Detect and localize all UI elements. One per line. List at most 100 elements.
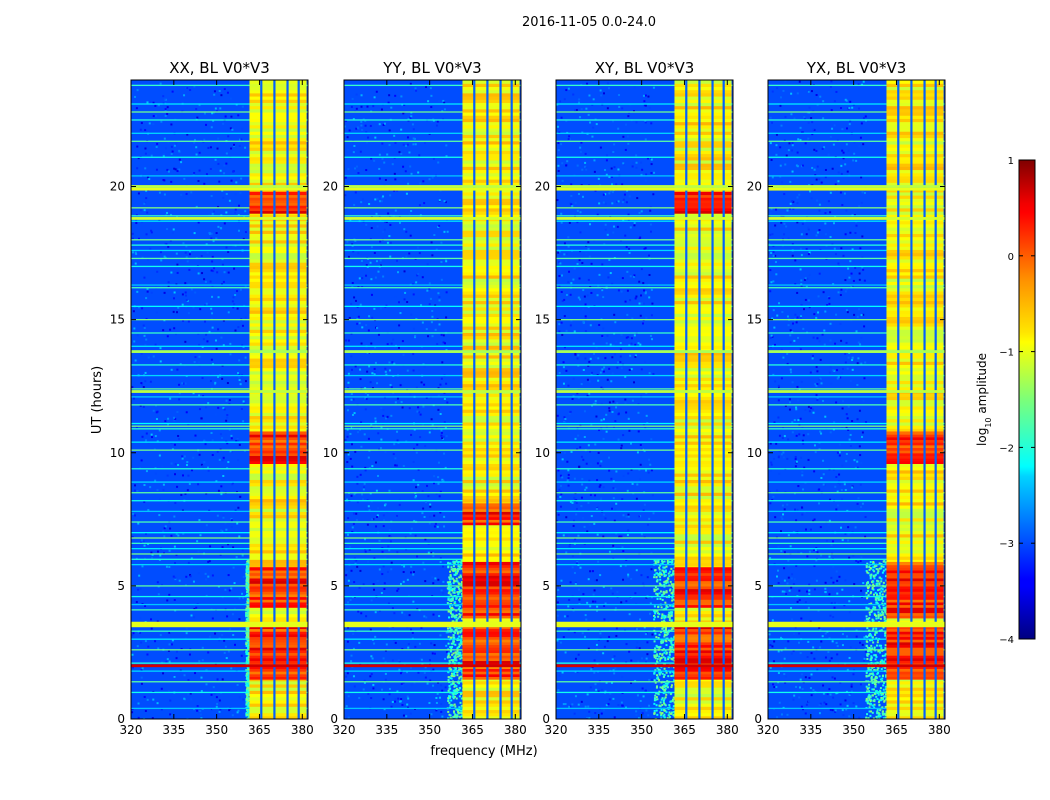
y-tick-label: 5 (754, 579, 762, 593)
band-hot-zone (674, 577, 732, 582)
rfi-line (556, 492, 733, 494)
band-hot-zone (886, 601, 944, 606)
rfi-line (768, 425, 945, 427)
active-band (674, 80, 732, 719)
band-hot-zone (462, 511, 520, 515)
strong-rfi-line (556, 390, 733, 393)
band-hot-zone (462, 673, 520, 677)
rfi-line (131, 542, 308, 544)
y-tick-label: 20 (747, 180, 762, 194)
band-hot-zone (674, 625, 732, 630)
band-hot-zone (886, 577, 944, 582)
band-hot-zone (886, 612, 944, 616)
band-hot-zone (249, 665, 307, 670)
band-hot-zone (462, 607, 520, 611)
band-hot-zone (674, 194, 732, 198)
band-hot-zone (462, 657, 520, 662)
rfi-line (131, 422, 308, 425)
band-hot-zone (674, 588, 732, 592)
rfi-line (768, 249, 945, 252)
band-hot-zone (674, 676, 732, 680)
rfi-line (131, 374, 308, 377)
rfi-line (344, 500, 521, 502)
rfi-line (344, 425, 521, 427)
rfi-line (344, 595, 521, 598)
rfi-line (344, 249, 521, 252)
gap-channel (923, 80, 926, 719)
rfi-line (556, 603, 733, 606)
band-hot-zone (249, 452, 307, 457)
rfi-line (131, 84, 308, 87)
band-hot-zone (886, 447, 944, 451)
rfi-line (556, 542, 733, 544)
x-tick-label: 335 (799, 723, 822, 737)
strong-rfi-line (768, 187, 945, 191)
band-hot-zone (249, 207, 307, 212)
rfi-line (344, 220, 521, 222)
gap-channel (473, 80, 476, 719)
band-hot-zone (886, 431, 944, 435)
band-hot-zone (462, 609, 520, 614)
heatmap-noise (556, 82, 656, 719)
panel-frame (767, 79, 946, 720)
band-hot-zone (249, 628, 307, 632)
rfi-line (344, 284, 521, 286)
rfi-line (556, 345, 733, 347)
band-hot-zone (249, 580, 307, 584)
rfi-line (344, 521, 521, 523)
rfi-line (768, 441, 945, 443)
strong-rfi-line (344, 621, 521, 625)
rfi-line (556, 510, 733, 513)
band-hot-zone (886, 450, 944, 454)
band-hot-zone (249, 458, 307, 462)
y-tick-label: 10 (535, 446, 550, 460)
gap-channel (260, 80, 263, 719)
y-tick-label: 0 (117, 712, 125, 726)
rfi-line (344, 332, 521, 334)
rfi-line (556, 305, 733, 308)
band-hot-zone (674, 593, 732, 598)
strong-rfi-line (768, 217, 945, 220)
band-hot-zone (674, 199, 732, 204)
band-hot-zone (249, 205, 307, 209)
rfi-line (768, 670, 945, 672)
rfi-line (768, 649, 945, 651)
rfi-line (344, 553, 521, 555)
band-hot-zone (674, 585, 732, 590)
rfi-line (556, 364, 733, 366)
panel-title: YX, BL V0*V3 (806, 59, 907, 77)
heatmap-noise (768, 80, 868, 719)
rfi-line (131, 558, 308, 560)
band-hot-zone (462, 580, 520, 584)
band-hot-zone (674, 205, 732, 209)
rfi-line (344, 563, 521, 566)
rfi-line (131, 428, 308, 430)
band-hot-zone (462, 615, 520, 619)
rfi-line (768, 500, 945, 502)
band-hot-zone (886, 644, 944, 648)
rfi-line (131, 670, 308, 672)
gap-channel (910, 80, 913, 719)
rfi-line (131, 215, 308, 217)
band-hot-zone (674, 604, 732, 608)
rfi-line (556, 284, 733, 286)
rfi-line (131, 510, 308, 513)
band-hot-zone (886, 633, 944, 638)
strong-rfi-line (131, 624, 308, 628)
x-tick-label: 365 (461, 723, 484, 737)
rfi-line (131, 103, 308, 105)
rfi-line (768, 449, 945, 451)
band-hot-zone (674, 657, 732, 662)
rfi-line (131, 537, 308, 539)
band-hot-zone (249, 575, 307, 579)
rfi-line (768, 492, 945, 494)
band-hot-zone (462, 636, 520, 640)
colorbar-label: log10 amplitude (975, 353, 993, 446)
rfi-line (344, 345, 521, 347)
rfi-line (556, 132, 733, 134)
band-hot-zone (886, 665, 944, 670)
rfi-line (344, 638, 521, 640)
band-hot-zone (674, 655, 732, 659)
band-hot-zone (249, 202, 307, 206)
rfi-line (131, 265, 308, 268)
